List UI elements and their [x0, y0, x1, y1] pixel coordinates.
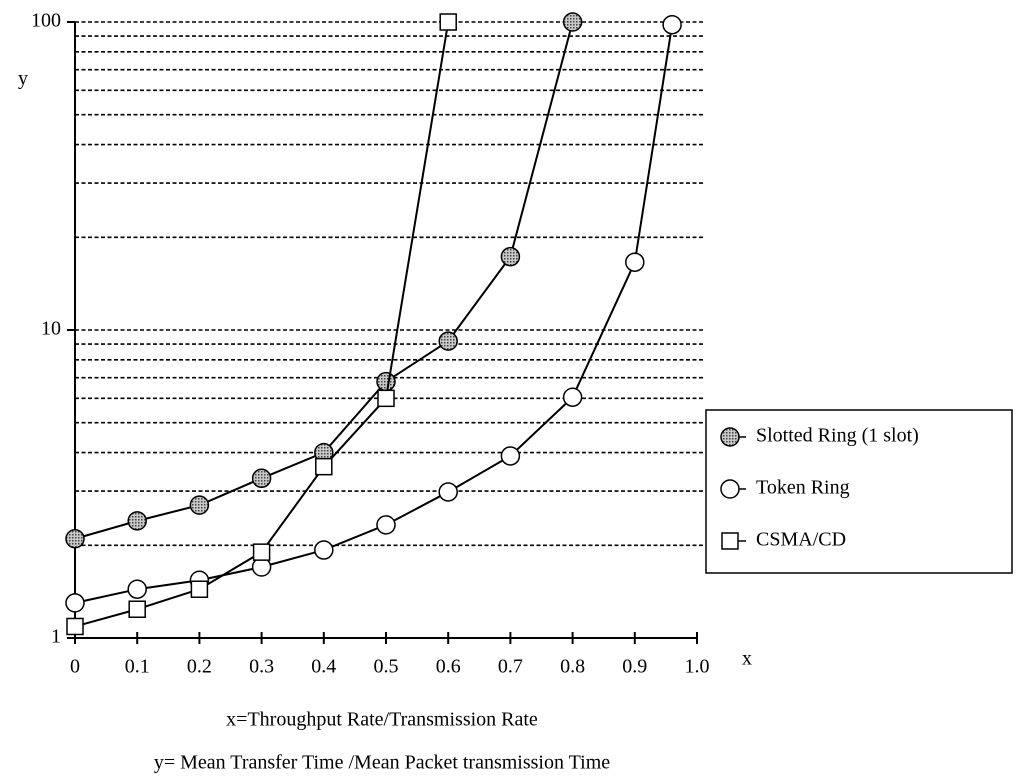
point — [562, 387, 583, 407]
point — [377, 389, 395, 408]
point — [439, 13, 457, 31]
legend-marker — [721, 532, 739, 550]
legend-marker — [720, 479, 740, 499]
legend-marker — [720, 427, 740, 447]
y-tick-label: 100 — [31, 10, 61, 32]
legend-box — [705, 409, 1013, 574]
x-title: x=Throughput Rate/Transmission Rate — [226, 709, 538, 731]
point — [190, 580, 209, 598]
x-tick-label: 0.7 — [498, 656, 523, 678]
point — [189, 495, 210, 515]
point — [625, 252, 645, 272]
series-line — [74, 24, 674, 604]
x-axis-label: x — [742, 648, 752, 670]
x-tick-label: 0 — [70, 656, 80, 678]
point — [65, 529, 85, 549]
point — [314, 540, 334, 560]
point — [500, 246, 521, 267]
point — [438, 482, 458, 502]
point — [500, 446, 521, 466]
point — [315, 457, 333, 476]
y-tick-label: 1 — [51, 626, 61, 648]
point — [251, 468, 272, 489]
x-tick-label: 0.2 — [187, 656, 212, 678]
point — [252, 543, 271, 561]
legend-label: Slotted Ring (1 slot) — [756, 425, 919, 447]
point — [562, 12, 583, 32]
point — [128, 600, 146, 618]
x-tick-label: 0.9 — [622, 656, 647, 678]
point — [65, 593, 85, 613]
point — [66, 617, 84, 636]
legend-label: CSMA/CD — [756, 529, 846, 551]
point — [127, 579, 147, 599]
point — [376, 515, 396, 535]
point — [438, 331, 458, 351]
legend-label: Token Ring — [756, 477, 850, 499]
point — [127, 511, 147, 531]
point — [662, 14, 682, 35]
series-line — [74, 21, 450, 628]
x-tick-label: 1.0 — [685, 656, 710, 678]
x-tick-label: 0.6 — [436, 656, 461, 678]
y-tick-label: 10 — [41, 318, 61, 340]
y-title: y= Mean Transfer Time /Mean Packet trans… — [154, 752, 610, 774]
x-tick-label: 0.8 — [560, 656, 585, 678]
x-tick-label: 0.5 — [374, 656, 399, 678]
x-tick-label: 0.4 — [311, 656, 336, 678]
x-tick-label: 0.3 — [249, 656, 274, 678]
x-tick-label: 0.1 — [125, 656, 150, 678]
point — [376, 371, 396, 392]
y-axis-label: y — [18, 68, 28, 90]
